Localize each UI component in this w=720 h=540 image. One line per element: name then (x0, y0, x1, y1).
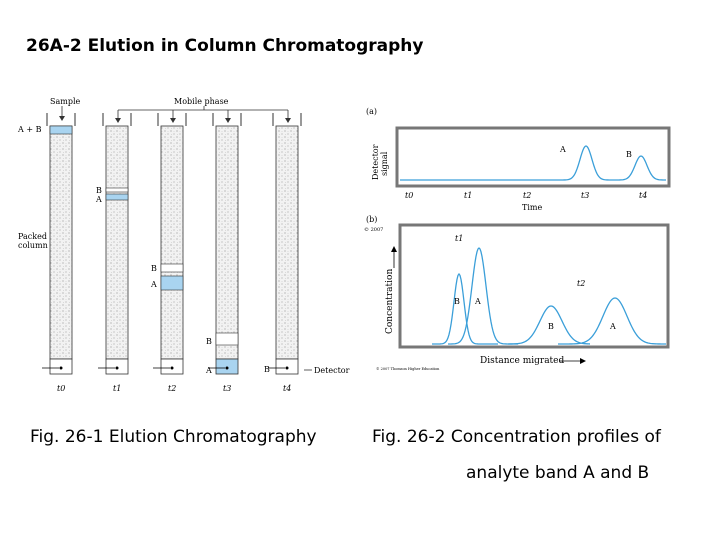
caption-left: Fig. 26-1 Elution Chromatography (30, 427, 317, 447)
slide-title: 26A-2 Elution in Column Chromatography (26, 36, 424, 56)
band-a-label: A (150, 280, 157, 289)
elution-columns-figure: Sample Mobile phase A + B Packed column … (14, 88, 354, 404)
profile-b-label-t1: B (454, 297, 460, 306)
packed-label: Packed (18, 232, 47, 241)
detector-label: Detector (314, 366, 350, 375)
band-b-label: B (151, 264, 157, 273)
tick-t2: t2 (523, 191, 531, 200)
band-a-label: A (205, 366, 212, 375)
band-b-label: B (206, 337, 212, 346)
profile-a-t1 (448, 247, 518, 345)
time-label-t0: t0 (57, 384, 65, 393)
column-t4: B t4 (264, 113, 302, 393)
band-b-label: B (264, 365, 270, 374)
band-a-label: A (95, 195, 102, 204)
mobile-phase-label: Mobile phase (174, 97, 229, 106)
time-label-t4: t4 (283, 384, 291, 393)
chromatogram-curve (400, 145, 667, 181)
peak-a-label: A (559, 145, 566, 154)
column-label: column (18, 241, 48, 250)
tick-t3: t3 (581, 191, 589, 200)
profile-a-label-t1: A (474, 297, 481, 306)
profile-a-label-t2: A (609, 322, 616, 331)
panel-b-label: (b) (366, 215, 377, 224)
band-ab (49, 125, 73, 135)
band-a (160, 275, 184, 291)
tick-t1: t1 (464, 191, 472, 200)
t1-label: t1 (455, 234, 463, 243)
column-t2: B A t2 (150, 113, 187, 393)
profile-a-t2 (558, 297, 666, 345)
caption-right-line2: analyte band A and B (466, 463, 650, 483)
sample-label: Sample (50, 97, 81, 106)
profile-b-t1 (432, 272, 498, 345)
panel-a-frame (395, 126, 671, 188)
panel-a-xlabel: Time (522, 203, 542, 212)
tick-t4: t4 (639, 191, 647, 200)
time-label-t1: t1 (113, 384, 121, 393)
band-b (105, 187, 129, 193)
column-t1: B A t1 (95, 113, 132, 393)
panel-a-ylabel-1: Detector (371, 144, 380, 180)
t2-label: t2 (577, 279, 585, 288)
peak-b-label: B (626, 150, 632, 159)
panel-b-frame (398, 223, 670, 349)
panel-b-xlabel: Distance migrated (480, 356, 565, 366)
band-a (105, 193, 129, 201)
panel-a-ylabel-2: signal (380, 151, 389, 176)
time-label-t2: t2 (168, 384, 176, 393)
caption-right-line1: Fig. 26-2 Concentration profiles of (372, 427, 661, 447)
band-b (160, 263, 184, 273)
band-b-label: B (96, 186, 102, 195)
panel-b-ylabel: Concentration (385, 269, 395, 334)
time-label-t3: t3 (223, 384, 231, 393)
tick-t0: t0 (405, 191, 413, 200)
panel-a-label: (a) (366, 107, 377, 116)
band-b (215, 332, 239, 346)
column-t3: B A t3 (205, 113, 242, 393)
credit-label: © 2007 Thomson Higher Education (376, 366, 440, 371)
concentration-profiles-figure: (a) Detector signal A B t0 t1 t2 t3 t4 T… (358, 100, 678, 384)
column-t0: t0 (46, 113, 76, 393)
copyright-label: © 2007 (364, 226, 383, 233)
profile-b-t2 (507, 305, 591, 345)
a-plus-b-label: A + B (17, 125, 42, 134)
profile-b-label-t2: B (548, 322, 554, 331)
